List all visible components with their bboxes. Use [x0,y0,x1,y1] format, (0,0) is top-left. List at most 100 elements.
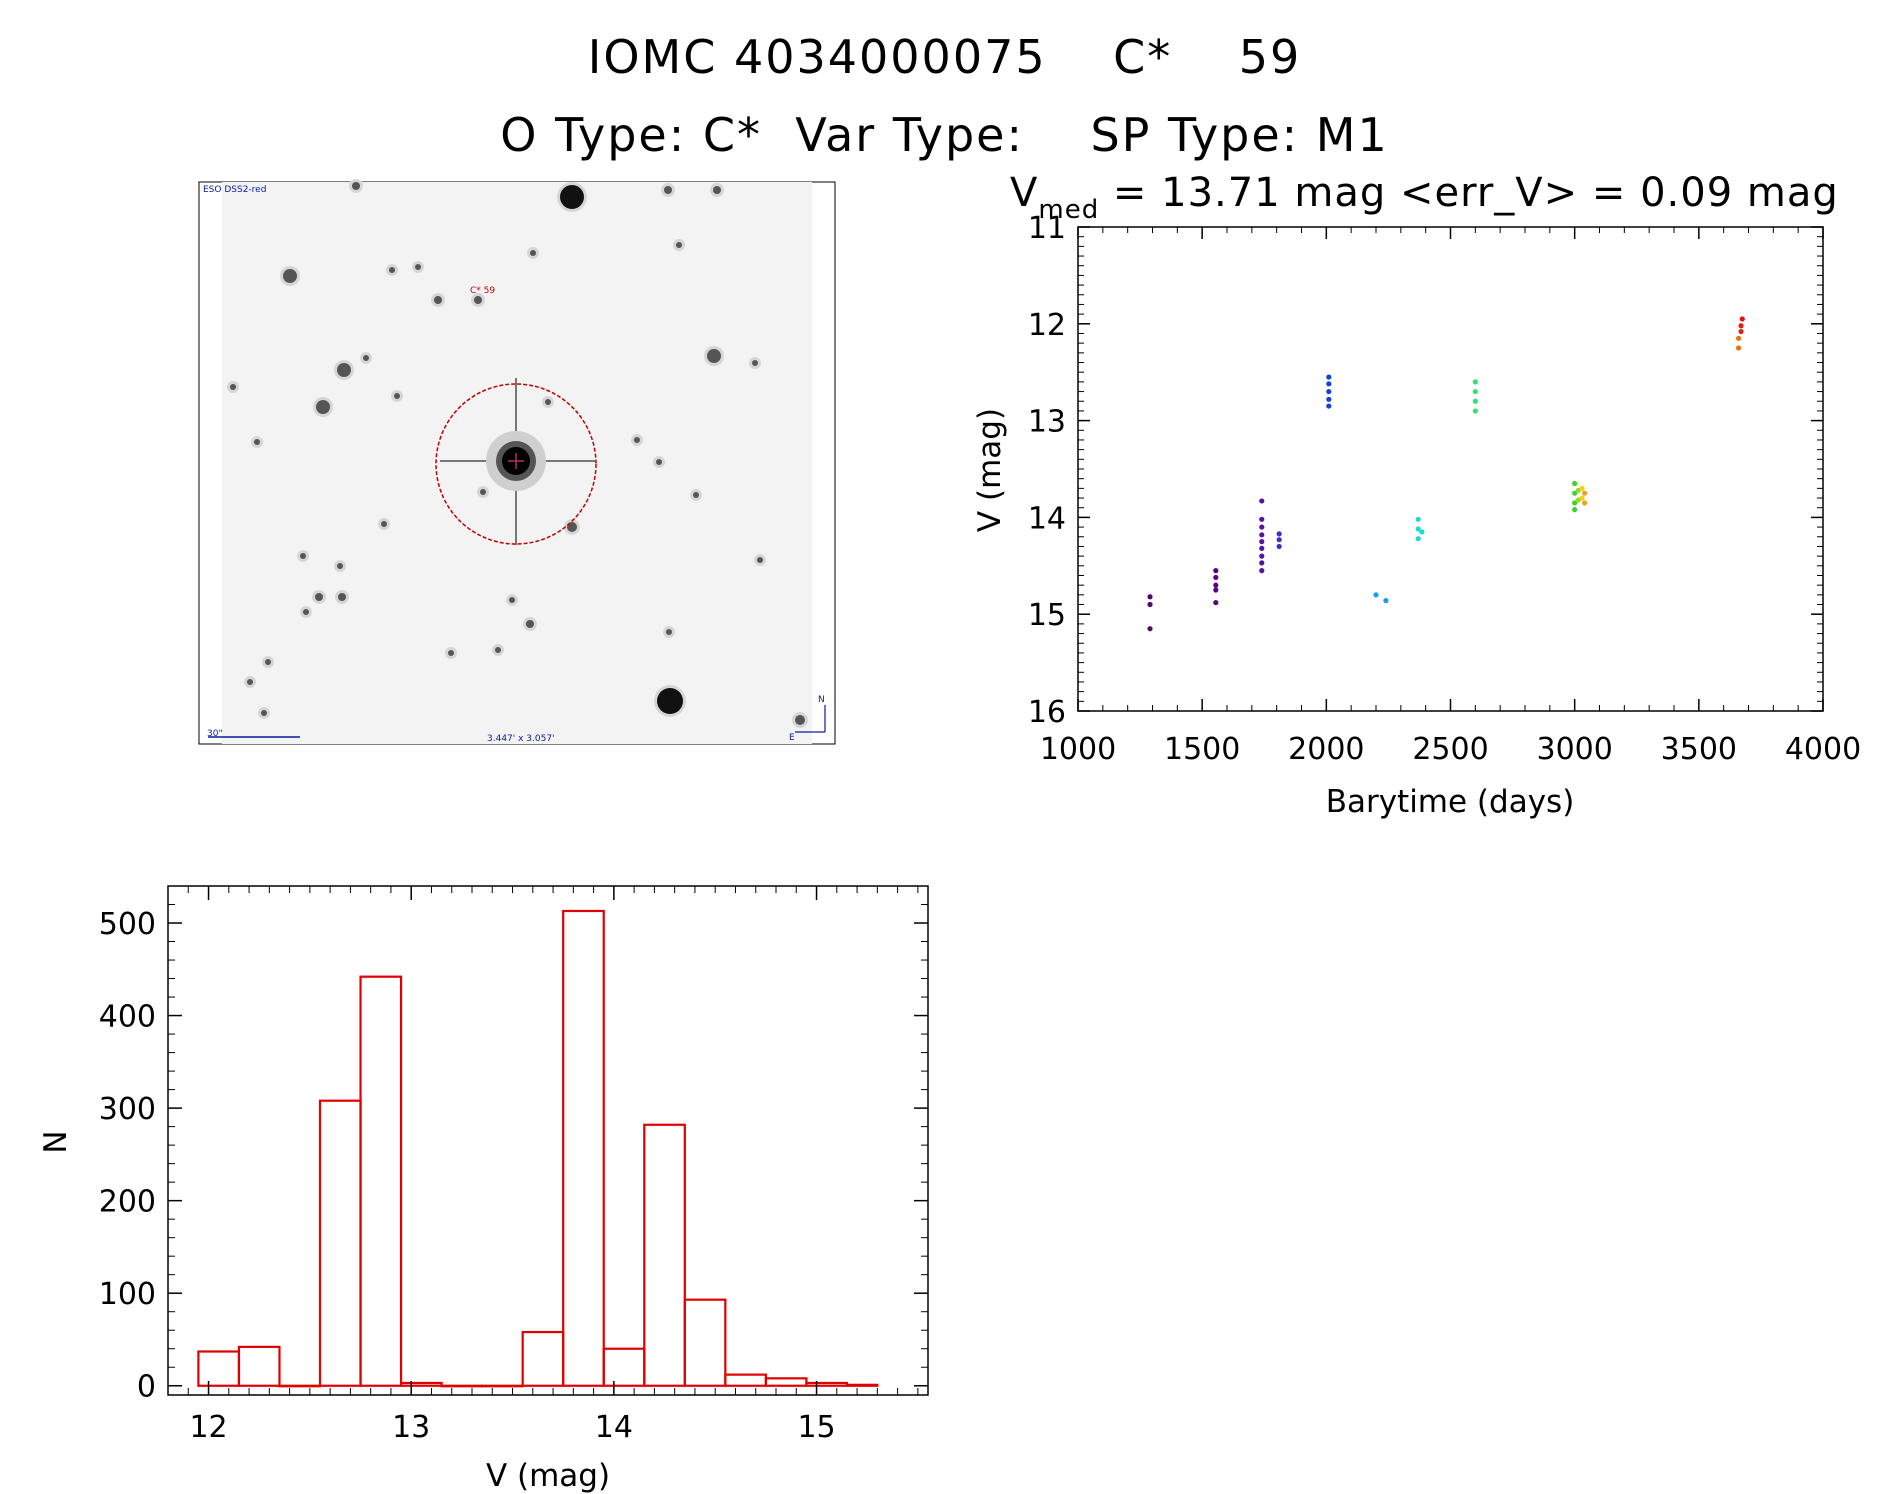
star [381,521,387,527]
histogram-bar [805,1381,849,1387]
vmed-label: V [1010,170,1038,216]
star [545,399,551,405]
star [315,593,323,601]
histogram-bars [197,909,879,1388]
y-tick-label: 16 [1028,695,1066,730]
data-point [1147,601,1153,608]
data-point [1415,516,1421,522]
data-point [1582,500,1588,506]
light-curve-ylabel: V (mag) [972,408,1008,532]
y-tick-label: 15 [1028,598,1066,633]
light-curve-points [1147,316,1745,632]
histogram-chart: 12 13 14 15 0 100 200 300 400 500 V (mag) N [38,885,929,1494]
north-label: N [818,695,825,705]
histogram-bar [481,1384,524,1388]
data-point [1739,316,1745,322]
data-point [1276,531,1282,537]
star [337,563,343,569]
star [415,264,421,270]
star [666,629,672,635]
x-tick-label: 15 [797,1410,835,1445]
data-point [1213,587,1219,593]
data-point [1326,388,1332,395]
y-tick-label: 11 [1028,211,1066,246]
star [693,492,699,498]
star [394,393,400,399]
vmed-values: = 13.71 mag <err_V> = 0.09 mag [1099,170,1839,216]
data-point [1735,345,1742,351]
star [657,688,683,714]
x-tick-label: 13 [392,1410,430,1445]
histogram-frame [167,885,929,1396]
star [352,182,360,190]
east-label: E [789,733,795,743]
star [389,267,395,273]
star [300,553,306,559]
star [474,296,482,304]
histogram-bar [643,1123,686,1387]
light-curve-frame [1077,226,1824,712]
data-point [1147,594,1153,600]
data-point [1326,374,1332,380]
data-point [1738,323,1744,329]
data-point [1213,582,1219,588]
histogram-bar [683,1298,727,1387]
data-point [1383,598,1389,604]
star [560,185,584,209]
data-point [1472,379,1478,385]
data-point [1259,568,1265,574]
star [656,459,662,465]
star [363,355,369,361]
finder-chart: ESO DSS2-red C* 59 30" 3.447' x 3.057' N… [198,179,836,745]
data-point [1326,396,1332,402]
star [752,360,758,366]
data-point [1259,553,1265,559]
histogram-ylabel: N [38,1130,74,1153]
x-tick-label: 1500 [1164,732,1240,767]
star [261,710,267,716]
y-tick-label: 13 [1028,405,1066,440]
data-point [1472,398,1478,404]
data-point [1572,480,1578,487]
histogram-bar [440,1384,484,1388]
y-tick-label: 14 [1028,501,1066,536]
x-tick-label: 1000 [1040,732,1116,767]
x-tick-label: 4000 [1785,732,1861,767]
x-tick-label: 2500 [1412,732,1488,767]
histogram-bar [197,1350,241,1387]
data-point [1582,490,1588,496]
data-point [1213,574,1219,581]
star [567,522,577,532]
star [448,650,454,656]
vmed-subscript: med [1038,195,1099,225]
y-tick-label: 0 [137,1370,156,1405]
x-tick-label: 3000 [1536,732,1612,767]
data-point [1472,388,1478,395]
data-point [1415,536,1421,542]
light-curve-chart: Vmed = 13.71 mag <err_V> = 0.09 mag 1000… [972,170,1861,820]
x-tick-label: 3500 [1661,732,1737,767]
y-tick-label: 200 [99,1185,156,1220]
data-point [1579,495,1585,501]
scale-label: 30" [207,729,223,739]
data-point [1472,408,1478,414]
data-point [1373,592,1379,598]
light-curve-xlabel: Barytime (days) [1326,784,1575,820]
y-tick-label: 400 [99,1000,156,1035]
y-tick-label: 500 [99,907,156,942]
star [254,439,260,445]
x-tick-label: 2000 [1288,732,1364,767]
data-point [1572,500,1578,506]
histogram-bar [521,1330,565,1387]
star-field [227,179,808,728]
histogram-bar [359,975,403,1387]
survey-label: ESO DSS2-red [203,185,266,195]
data-point [1259,498,1265,504]
y-tick-label: 12 [1028,308,1066,343]
star [707,349,721,363]
object-title: IOMC 4034000075 C* 59 [587,30,1302,84]
x-tick-label: 14 [595,1410,633,1445]
data-point [1147,626,1153,632]
data-point [1419,529,1425,535]
